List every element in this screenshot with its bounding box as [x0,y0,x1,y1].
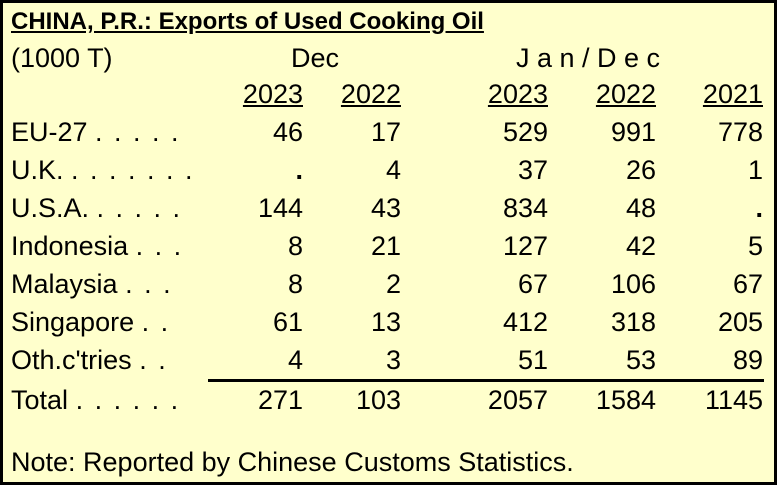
table-cell: 8 [287,231,303,261]
row-label: EU-27 . . . . . [11,117,181,147]
table-cell: 3 [385,345,401,375]
table-cell: 5 [747,231,763,261]
leader-dots: . . . [125,269,173,299]
row-label-text: Indonesia [11,231,129,261]
column-header-1: 2022 [340,79,401,109]
row-label: Singapore . . [11,307,170,337]
table-cell: 2 [385,269,401,299]
table-cell: 89 [732,345,763,375]
column-header-0: 2023 [242,79,303,109]
leader-dots: . . . . . . [75,385,181,415]
table-cell: 43 [370,193,401,223]
leader-dots: . . . . . [95,117,181,147]
row-label-text: Total [11,385,69,415]
table-cell: . [755,193,763,223]
table-cell: 106 [610,269,656,299]
table-cell: 21 [370,231,401,261]
row-label-text: Malaysia [11,269,118,299]
table-cell: 37 [517,155,548,185]
leader-dots: . . . . . [96,193,183,223]
table-cell: 26 [625,155,656,185]
total-label: Total . . . . . . [11,385,180,415]
row-label: U.S.A. . . . . . [11,193,182,223]
table-cell: 67 [517,269,548,299]
table-cell: 834 [502,193,548,223]
unit-label: (1000 T) [11,43,113,73]
column-header-2: 2023 [487,79,548,109]
row-label-text: EU-27 [11,117,88,147]
footnote: Note: Reported by Chinese Customs Statis… [11,447,574,477]
leader-dots: . . . . . . . [71,155,195,185]
table-cell: 144 [257,193,303,223]
table-cell: 67 [732,269,763,299]
row-label: Oth.c'tries . . [11,345,168,375]
row-label-text: U.K. [11,155,64,185]
table-cell: 778 [717,117,763,147]
total-cell: 1145 [704,385,763,415]
total-cell: 2057 [487,385,548,415]
group-header-dec: Dec [291,43,340,73]
table-cell: 46 [272,117,303,147]
column-header-3: 2022 [595,79,656,109]
leader-dots: . . [141,307,171,337]
row-label: Malaysia . . . [11,269,173,299]
row-label-text: Oth.c'tries [11,345,132,375]
table-cell: 13 [370,307,401,337]
table-cell: 53 [625,345,656,375]
total-cell: 1584 [595,385,656,415]
table-cell: 1 [747,155,763,185]
table-cell: 991 [610,117,656,147]
table-cell: 51 [517,345,548,375]
table-cell: 4 [287,345,303,375]
row-label-text: Singapore [11,307,135,337]
row-label: Indonesia . . . [11,231,183,261]
table-cell: . [295,155,303,185]
table-cell: 318 [610,307,656,337]
table-cell: 17 [370,117,401,147]
leader-dots: . . [139,345,168,375]
total-rule [208,379,764,382]
table-cell: 8 [287,269,303,299]
table-cell: 412 [502,307,548,337]
table-cell: 42 [625,231,656,261]
table-cell: 529 [502,117,548,147]
table-cell: 48 [625,193,656,223]
row-label-text: U.S.A. [11,193,90,223]
table-cell: 127 [502,231,548,261]
table-title: CHINA, P.R.: Exports of Used Cooking Oil [11,8,484,35]
group-header-jandec: J a n / D e c [516,43,661,73]
row-label: U.K. . . . . . . . [11,155,195,185]
table-cell: 205 [717,307,763,337]
total-cell: 271 [257,385,303,415]
total-cell: 103 [355,385,401,415]
table-cell: 4 [385,155,401,185]
table-cell: 61 [272,307,303,337]
column-header-4: 2021 [702,79,763,109]
leader-dots: . . . [135,231,184,261]
